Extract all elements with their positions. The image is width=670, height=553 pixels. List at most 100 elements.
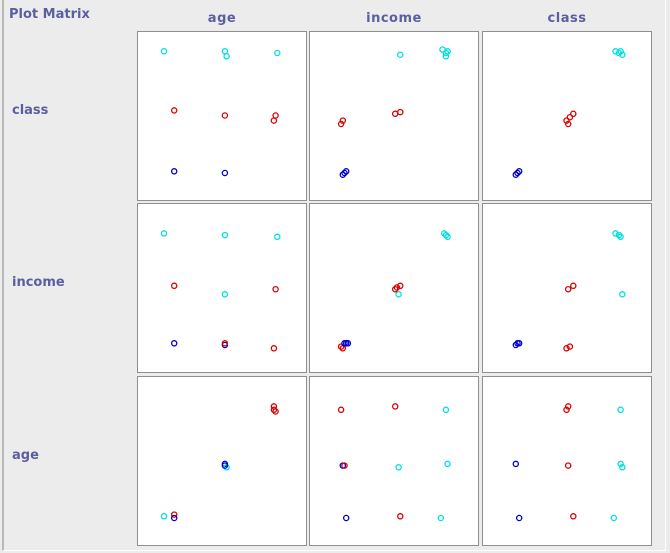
data-point-class_1 bbox=[563, 345, 570, 352]
data-point-class_1 bbox=[337, 120, 345, 128]
data-point-class_0 bbox=[342, 168, 350, 175]
panel-background bbox=[309, 376, 479, 546]
data-point-class_2 bbox=[617, 406, 624, 414]
data-point-class_2 bbox=[274, 49, 281, 57]
data-point-class_1 bbox=[563, 117, 570, 124]
data-point-class_1 bbox=[570, 110, 577, 118]
data-point-class_2 bbox=[444, 460, 451, 468]
column-label-age: age bbox=[207, 11, 237, 26]
panel-background bbox=[137, 203, 307, 373]
data-point-class_2 bbox=[610, 514, 618, 522]
data-point-class_0 bbox=[512, 460, 520, 468]
data-point-class_2 bbox=[395, 291, 402, 298]
data-point-class_1 bbox=[221, 340, 229, 347]
data-point-class_0 bbox=[514, 169, 521, 177]
data-point-class_2 bbox=[615, 49, 623, 57]
data-point-class_0 bbox=[170, 168, 178, 175]
data-point-class_2 bbox=[160, 48, 168, 55]
panel-age-vs-age bbox=[137, 376, 307, 546]
data-point-class_1 bbox=[570, 513, 577, 520]
data-point-class_2 bbox=[617, 48, 624, 55]
data-point-class_1 bbox=[170, 282, 178, 290]
data-point-class_1 bbox=[391, 285, 399, 293]
data-point-class_2 bbox=[160, 513, 168, 520]
data-point-class_1 bbox=[337, 343, 345, 350]
data-point-class_0 bbox=[512, 341, 520, 349]
data-point-class_1 bbox=[337, 406, 345, 414]
data-point-class_1 bbox=[564, 285, 572, 293]
data-point-class_1 bbox=[393, 284, 401, 291]
data-point-class_2 bbox=[437, 514, 445, 522]
data-point-class_2 bbox=[612, 230, 619, 237]
data-point-class_0 bbox=[341, 169, 348, 177]
data-point-class_1 bbox=[564, 403, 572, 410]
panel-background bbox=[482, 203, 652, 373]
panel-class-vs-age bbox=[137, 31, 307, 201]
page-title: Plot Matrix bbox=[9, 7, 90, 22]
row-label-class: class bbox=[12, 103, 49, 118]
data-point-class_1 bbox=[270, 117, 278, 124]
data-point-class_2 bbox=[160, 230, 168, 237]
data-point-class_1 bbox=[566, 343, 574, 350]
panel-age-vs-class bbox=[482, 376, 652, 546]
data-point-class_0 bbox=[342, 514, 350, 522]
data-point-class_1 bbox=[339, 117, 347, 124]
row-label-age: age bbox=[12, 448, 39, 463]
data-point-class_2 bbox=[617, 233, 624, 241]
data-point-class_2 bbox=[223, 464, 230, 471]
data-point-class_1 bbox=[272, 285, 279, 293]
data-point-class_1 bbox=[564, 462, 572, 469]
data-point-class_0 bbox=[170, 340, 178, 347]
data-point-class_1 bbox=[566, 113, 574, 121]
column-label-class: class bbox=[547, 11, 587, 26]
data-point-class_2 bbox=[397, 51, 404, 58]
data-point-class_1 bbox=[170, 107, 178, 114]
data-point-class_2 bbox=[223, 53, 230, 60]
panel-income-vs-age bbox=[137, 203, 307, 373]
data-point-class_0 bbox=[515, 514, 523, 522]
data-point-class_2 bbox=[444, 233, 451, 241]
data-point-class_0 bbox=[221, 462, 229, 469]
panel-class-vs-class bbox=[482, 31, 652, 201]
data-point-class_0 bbox=[221, 169, 229, 177]
panel-background bbox=[137, 376, 307, 546]
data-point-class_1 bbox=[563, 406, 570, 414]
data-point-class_1 bbox=[170, 511, 178, 518]
data-point-class_2 bbox=[617, 460, 624, 468]
data-point-class_2 bbox=[395, 464, 402, 471]
data-point-class_1 bbox=[397, 282, 404, 290]
data-point-class_2 bbox=[619, 291, 626, 298]
data-point-class_1 bbox=[270, 406, 278, 414]
data-point-class_0 bbox=[512, 171, 520, 178]
panel-income-vs-class bbox=[482, 203, 652, 373]
data-point-class_2 bbox=[274, 233, 281, 241]
panel-income-vs-income bbox=[309, 203, 479, 373]
data-point-class_2 bbox=[442, 53, 450, 60]
data-point-class_2 bbox=[615, 231, 623, 239]
data-point-class_2 bbox=[442, 406, 450, 414]
data-point-class_1 bbox=[391, 403, 399, 410]
data-point-class_1 bbox=[570, 282, 577, 290]
data-point-class_2 bbox=[442, 231, 450, 239]
panel-background bbox=[482, 376, 652, 546]
data-point-class_1 bbox=[564, 120, 572, 128]
data-point-class_0 bbox=[515, 340, 523, 347]
data-point-class_2 bbox=[619, 464, 626, 471]
data-point-class_2 bbox=[619, 51, 626, 58]
data-point-class_0 bbox=[344, 340, 352, 347]
data-point-class_2 bbox=[442, 49, 450, 57]
data-point-class_1 bbox=[397, 513, 404, 520]
panel-class-vs-income bbox=[309, 31, 479, 201]
data-point-class_0 bbox=[515, 168, 523, 175]
data-point-class_1 bbox=[272, 408, 279, 415]
data-point-class_2 bbox=[440, 230, 448, 237]
data-point-class_0 bbox=[170, 514, 178, 522]
data-point-class_1 bbox=[397, 108, 404, 116]
data-point-class_2 bbox=[221, 231, 229, 239]
data-point-class_1 bbox=[270, 345, 278, 352]
data-point-class_1 bbox=[341, 462, 348, 469]
column-label-income: income bbox=[366, 11, 422, 26]
row-label-income: income bbox=[12, 275, 65, 290]
